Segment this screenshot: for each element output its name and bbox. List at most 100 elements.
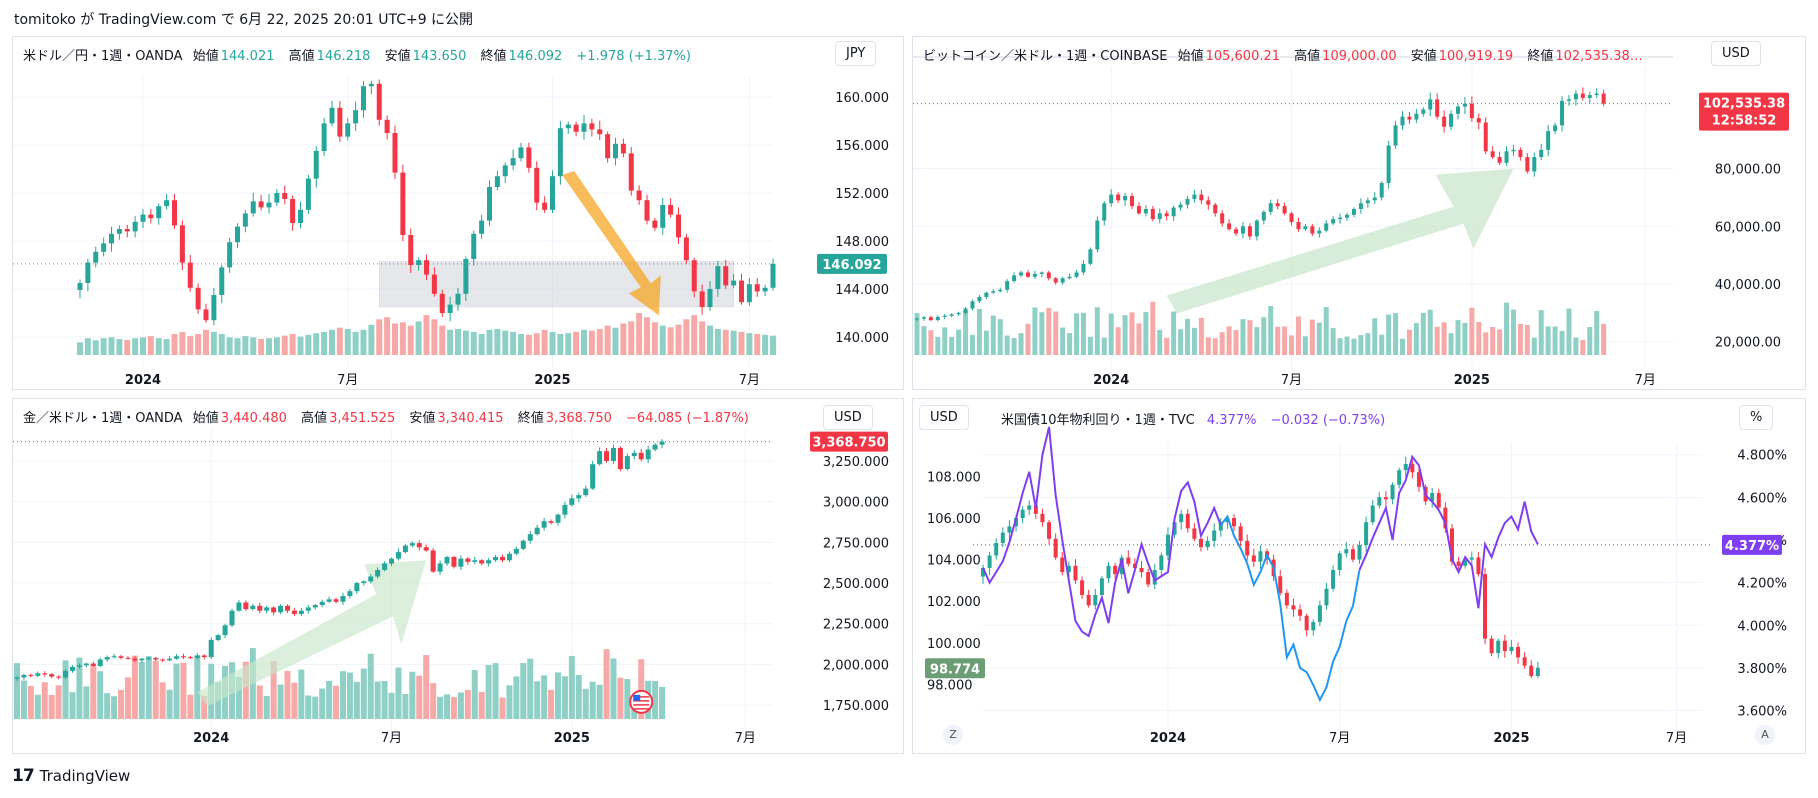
usdjpy-candle	[589, 123, 595, 130]
volume-bar	[1441, 322, 1447, 355]
dxy-candle	[1397, 470, 1402, 485]
usdjpy-candle	[187, 262, 193, 288]
usdjpy-candle	[305, 178, 311, 210]
btcusd-candle	[1192, 194, 1197, 199]
chart-panel-btcusd[interactable]: 80,000.00 60,000.00 40,000.00 20,000.00 2024…	[912, 36, 1806, 390]
dxy-candle	[1463, 559, 1468, 566]
volume-bar	[457, 692, 464, 719]
chart-panel-us10y[interactable]: 108.000 106.000 104.000 102.000 100.000 98.00…	[912, 398, 1806, 754]
volume-bar	[152, 660, 159, 719]
volume-bar	[557, 334, 564, 355]
dxy-candle	[1192, 528, 1197, 539]
volume-bar	[140, 337, 146, 355]
xauusd-candle	[610, 447, 616, 461]
btcusd-candle	[1150, 209, 1155, 220]
volume-bar	[360, 329, 367, 355]
usdjpy-candle	[447, 304, 453, 313]
usdjpy-candle	[298, 209, 303, 223]
btcusd-candle	[970, 301, 975, 309]
xauusd-candle	[236, 602, 242, 611]
volume-bar	[131, 655, 138, 719]
dxy-candle	[1344, 549, 1349, 554]
btcusd-candle	[1116, 194, 1121, 201]
volume-bar	[187, 694, 194, 719]
btcusd-candle	[1095, 220, 1100, 250]
right-unit-button[interactable]: %	[1739, 405, 1774, 430]
usdjpy-candle	[487, 187, 492, 221]
btcusd-candle	[915, 318, 919, 320]
volume-bar	[976, 308, 982, 355]
legend-open: 3,440.480	[220, 411, 287, 426]
btcusd-candle	[991, 291, 996, 293]
xauusd-candle	[125, 657, 131, 659]
usdjpy-candle	[746, 284, 752, 303]
legend-symbol: 米国債10年物利回り・1週・TVC	[1001, 413, 1195, 428]
usdjpy-chart-svg[interactable]: 160.000 156.000 152.000 148.000 144.000 140.0…	[13, 37, 904, 390]
auto-scale-a-button[interactable]: A	[1755, 725, 1775, 745]
yield-line	[1220, 514, 1361, 703]
legend-symbol: 米ドル／円・1週・OANDA	[23, 49, 183, 64]
btcusd-candle	[1303, 226, 1308, 230]
legend-low: 3,340.415	[437, 411, 504, 426]
volume-bar	[1198, 317, 1204, 355]
x-tick-label: 7月	[1666, 731, 1687, 746]
btcusd-candle	[928, 317, 933, 321]
brand-name[interactable]: TradingView	[39, 767, 131, 785]
xauusd-candle	[21, 674, 27, 678]
volume-bar	[502, 330, 509, 355]
xauusd-chart-svg[interactable]: 3,250.000 3,000.000 2,750.000 2,500.000 2,25…	[13, 399, 904, 754]
volume-bar	[1427, 309, 1433, 355]
btcusd-candle	[1400, 116, 1405, 126]
dxy-candle	[1146, 572, 1151, 585]
btcusd-candle	[998, 289, 1003, 292]
btcusd-candle	[1442, 116, 1447, 127]
volume-bar	[1545, 326, 1551, 355]
x-tick-label: 2025	[1493, 731, 1529, 746]
usdjpy-candle	[109, 233, 114, 244]
currency-button[interactable]: USD	[823, 405, 873, 430]
usdjpy-candle	[258, 201, 264, 208]
volume-bar	[462, 330, 469, 355]
volume-bar	[339, 671, 346, 719]
volume-bar	[1524, 325, 1530, 355]
usdjpy-candle	[668, 205, 674, 215]
xauusd-candle	[486, 560, 492, 564]
dxy-candle	[1502, 640, 1507, 652]
usdjpy-candle	[416, 260, 422, 265]
usdjpy-candle	[739, 280, 744, 303]
volume-bar	[368, 324, 375, 355]
dxy-last-tag: 98.774	[930, 662, 980, 677]
xauusd-candle	[201, 655, 207, 658]
volume-bar	[1358, 335, 1364, 355]
left-currency-button[interactable]: USD	[919, 405, 969, 430]
volume-bar	[180, 662, 187, 719]
dxy-candle	[1298, 609, 1303, 616]
chart-panel-xauusd[interactable]: 3,250.000 3,000.000 2,750.000 2,500.000 2,25…	[12, 398, 904, 754]
currency-button[interactable]: JPY	[835, 41, 877, 66]
chart-panel-usdjpy[interactable]: 160.000 156.000 152.000 148.000 144.000 140.0…	[12, 36, 904, 390]
dxy-candle	[1093, 594, 1098, 606]
volume-bar	[1566, 308, 1572, 355]
btcusd-chart-svg[interactable]: 80,000.00 60,000.00 40,000.00 20,000.00 2024…	[913, 37, 1806, 390]
legend-low: 100,919.19	[1438, 49, 1514, 64]
volume-bar	[1434, 326, 1440, 355]
dxy-candle	[1364, 522, 1369, 546]
legend-change: −0.032 (−0.73%)	[1270, 413, 1386, 428]
usdjpy-candle	[557, 128, 563, 177]
dxy-candle	[1456, 561, 1461, 566]
xauusd-candle	[243, 602, 249, 610]
btcusd-candle	[1324, 223, 1329, 231]
currency-button[interactable]: USD	[1711, 41, 1761, 66]
us10y-chart-svg[interactable]: 108.000 106.000 104.000 102.000 100.000 98.00…	[913, 399, 1806, 754]
btcusd-candle	[1317, 230, 1322, 234]
dxy-candle	[1430, 493, 1435, 502]
volume-bar	[568, 655, 575, 719]
trend-arrow-up	[1166, 168, 1514, 314]
auto-scale-z-button[interactable]: Z	[943, 725, 963, 745]
volume-bar	[289, 334, 296, 355]
xauusd-candle	[83, 663, 89, 666]
btcusd-candle	[1074, 272, 1079, 277]
volume-bar	[281, 335, 288, 355]
volume-bar	[14, 663, 20, 719]
dxy-candle	[1449, 528, 1454, 562]
